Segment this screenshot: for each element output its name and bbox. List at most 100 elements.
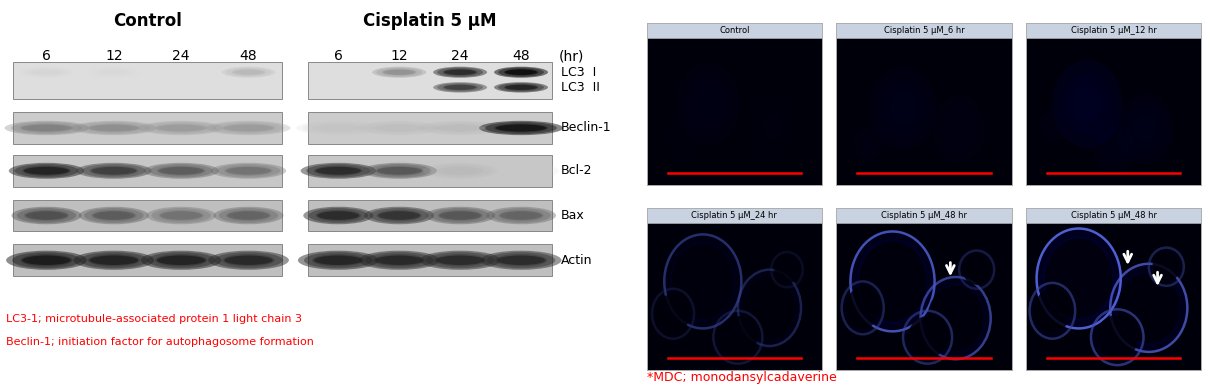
Ellipse shape xyxy=(436,256,484,265)
Text: 6: 6 xyxy=(42,49,51,63)
Ellipse shape xyxy=(223,254,275,266)
Ellipse shape xyxy=(505,85,537,90)
Ellipse shape xyxy=(505,70,537,75)
Ellipse shape xyxy=(149,164,213,177)
Ellipse shape xyxy=(503,68,538,76)
Ellipse shape xyxy=(312,254,364,266)
Ellipse shape xyxy=(30,212,62,219)
Ellipse shape xyxy=(374,124,425,131)
Text: 12: 12 xyxy=(105,49,122,63)
Ellipse shape xyxy=(381,68,416,76)
Ellipse shape xyxy=(962,253,991,286)
Ellipse shape xyxy=(156,166,206,176)
Text: Cisplatin 5 μM_12 hr: Cisplatin 5 μM_12 hr xyxy=(1071,26,1157,35)
Bar xyxy=(307,112,552,144)
Ellipse shape xyxy=(208,251,289,270)
Text: Bcl-2: Bcl-2 xyxy=(561,164,593,177)
Bar xyxy=(1026,23,1202,185)
Bar xyxy=(307,200,552,231)
Ellipse shape xyxy=(1116,270,1182,345)
Text: 48: 48 xyxy=(240,49,258,63)
Ellipse shape xyxy=(1118,273,1180,343)
Ellipse shape xyxy=(28,125,65,131)
Ellipse shape xyxy=(224,256,272,265)
Ellipse shape xyxy=(24,167,69,175)
Ellipse shape xyxy=(1091,309,1143,365)
Bar xyxy=(836,208,1012,223)
Text: LC3  I: LC3 I xyxy=(561,66,597,79)
Ellipse shape xyxy=(933,95,985,163)
Text: LC3  II: LC3 II xyxy=(561,81,600,94)
Ellipse shape xyxy=(211,163,287,179)
Ellipse shape xyxy=(306,164,370,177)
Text: Cisplatin 5 μM_48 hr: Cisplatin 5 μM_48 hr xyxy=(881,211,967,220)
Ellipse shape xyxy=(304,207,374,224)
Ellipse shape xyxy=(1045,238,1112,319)
Ellipse shape xyxy=(928,285,984,351)
Ellipse shape xyxy=(28,256,64,265)
Ellipse shape xyxy=(656,294,690,334)
Ellipse shape xyxy=(1096,315,1139,359)
Ellipse shape xyxy=(494,67,548,78)
Ellipse shape xyxy=(317,211,359,220)
Ellipse shape xyxy=(362,163,437,179)
Ellipse shape xyxy=(311,123,365,133)
Ellipse shape xyxy=(79,122,150,134)
Text: Beclin-1; initiation factor for autophagosome formation: Beclin-1; initiation factor for autophag… xyxy=(6,337,315,347)
Ellipse shape xyxy=(323,212,355,219)
Ellipse shape xyxy=(664,235,742,328)
Ellipse shape xyxy=(486,252,555,268)
Ellipse shape xyxy=(437,83,483,92)
Ellipse shape xyxy=(296,121,380,135)
Ellipse shape xyxy=(655,293,691,335)
Ellipse shape xyxy=(376,210,422,221)
Ellipse shape xyxy=(321,256,357,265)
Ellipse shape xyxy=(1053,60,1123,148)
Ellipse shape xyxy=(908,316,947,358)
Ellipse shape xyxy=(217,164,281,177)
Ellipse shape xyxy=(676,63,739,145)
Ellipse shape xyxy=(714,311,762,364)
Ellipse shape xyxy=(232,212,264,219)
Ellipse shape xyxy=(1035,289,1071,333)
Bar xyxy=(13,200,282,231)
Ellipse shape xyxy=(30,70,63,75)
Ellipse shape xyxy=(19,123,74,133)
Ellipse shape xyxy=(384,70,415,75)
Ellipse shape xyxy=(384,212,415,219)
Ellipse shape xyxy=(155,254,207,266)
Ellipse shape xyxy=(509,70,534,75)
Text: Cisplatin 5 μM_6 hr: Cisplatin 5 μM_6 hr xyxy=(883,26,964,35)
Ellipse shape xyxy=(159,210,204,221)
Ellipse shape xyxy=(903,311,952,364)
Ellipse shape xyxy=(486,207,557,224)
Ellipse shape xyxy=(230,256,266,265)
Ellipse shape xyxy=(21,254,73,266)
Ellipse shape xyxy=(489,164,553,177)
Ellipse shape xyxy=(926,283,985,353)
Text: Bax: Bax xyxy=(561,209,584,222)
Bar xyxy=(646,23,822,185)
Text: 24: 24 xyxy=(451,49,469,63)
Ellipse shape xyxy=(846,287,880,329)
Ellipse shape xyxy=(495,254,547,266)
Ellipse shape xyxy=(686,75,730,133)
Ellipse shape xyxy=(499,68,544,77)
Ellipse shape xyxy=(91,167,137,175)
Ellipse shape xyxy=(11,207,81,224)
Ellipse shape xyxy=(1095,314,1140,361)
Ellipse shape xyxy=(880,80,927,137)
Text: *MDC; monodansylcadaverine: *MDC; monodansylcadaverine xyxy=(646,371,836,384)
Ellipse shape xyxy=(214,252,283,268)
Ellipse shape xyxy=(1035,105,1070,147)
Bar xyxy=(1026,23,1202,38)
Ellipse shape xyxy=(373,254,426,266)
Ellipse shape xyxy=(499,83,544,92)
Ellipse shape xyxy=(227,211,270,220)
Ellipse shape xyxy=(845,286,881,330)
Ellipse shape xyxy=(225,68,271,77)
Bar xyxy=(13,62,282,99)
Ellipse shape xyxy=(1148,248,1183,286)
Ellipse shape xyxy=(502,125,540,131)
Ellipse shape xyxy=(5,121,88,135)
